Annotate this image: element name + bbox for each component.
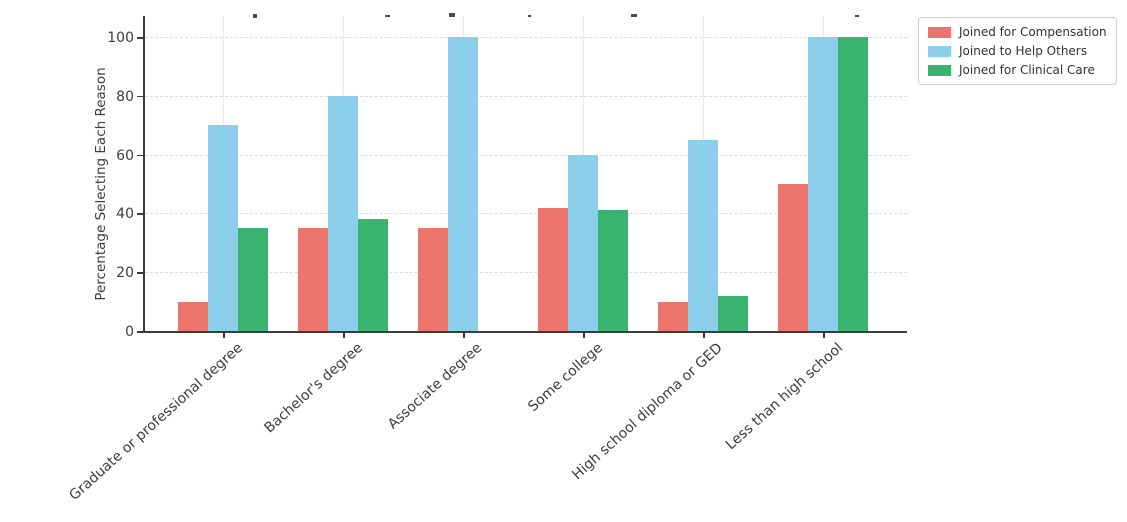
x-tick-label: Graduate or professional degree xyxy=(66,340,246,504)
x-tick-mark xyxy=(583,333,585,338)
h-gridline xyxy=(145,154,907,156)
x-tick-label: Some college xyxy=(524,340,606,415)
legend-swatch-help-others xyxy=(928,45,951,57)
bar-joined-for-clinical-care xyxy=(838,37,868,331)
clipped-title-fragment xyxy=(253,14,257,18)
bar-joined-for-compensation xyxy=(298,228,328,331)
x-tick-label: Associate degree xyxy=(385,340,486,433)
x-tick-mark xyxy=(223,333,225,338)
y-tick-mark xyxy=(137,95,143,98)
y-tick-mark xyxy=(137,272,143,274)
clipped-title-fragment xyxy=(385,15,390,17)
y-tick-label: 100 xyxy=(107,30,134,46)
y-tick-mark xyxy=(137,37,143,39)
legend-swatch-clinical-care xyxy=(928,64,951,76)
bar-joined-to-help-others xyxy=(808,37,838,331)
y-tick-label: 40 xyxy=(116,206,134,223)
legend-item-compensation: Joined for Compensation xyxy=(928,25,1107,39)
y-tick-label: 80 xyxy=(116,88,134,105)
clipped-title-fragment xyxy=(855,15,859,17)
bar-joined-for-clinical-care xyxy=(598,210,628,331)
y-tick-label: 20 xyxy=(116,265,134,282)
clipped-title-fragment xyxy=(631,14,637,17)
h-gridline xyxy=(145,95,907,97)
bar-joined-for-clinical-care xyxy=(358,219,388,331)
clipped-title-fragment xyxy=(449,13,455,17)
x-tick-mark xyxy=(343,333,345,338)
h-gridline xyxy=(145,37,907,38)
h-gridline xyxy=(145,213,907,215)
bar-joined-for-compensation xyxy=(658,301,688,331)
y-tick-label: 60 xyxy=(116,147,134,164)
bar-joined-for-compensation xyxy=(178,301,208,331)
legend-label: Joined for Clinical Care xyxy=(959,63,1095,77)
y-axis-label: Percentage Selecting Each Reason xyxy=(93,67,109,301)
x-axis-spine xyxy=(143,331,907,333)
y-tick-mark xyxy=(137,331,143,333)
x-tick-mark xyxy=(823,333,825,338)
bar-joined-for-compensation xyxy=(778,184,808,331)
y-axis-spine xyxy=(143,16,145,331)
bar-joined-to-help-others xyxy=(688,139,718,331)
x-tick-label: Bachelor's degree xyxy=(261,340,366,437)
bar-joined-for-clinical-care xyxy=(238,228,268,331)
legend-swatch-compensation xyxy=(928,26,951,38)
legend: Joined for Compensation Joined to Help O… xyxy=(918,17,1117,85)
legend-item-help-others: Joined to Help Others xyxy=(928,44,1107,58)
bar-joined-to-help-others xyxy=(448,37,478,331)
x-tick-mark xyxy=(703,333,705,338)
clipped-title-fragment xyxy=(528,15,531,17)
bar-joined-for-clinical-care xyxy=(718,295,748,331)
x-tick-label: Less than high school xyxy=(722,340,846,454)
legend-label: Joined for Compensation xyxy=(959,25,1107,39)
bar-joined-for-compensation xyxy=(418,228,448,331)
y-tick-mark xyxy=(137,154,143,157)
x-tick-mark xyxy=(463,333,465,338)
bar-joined-for-compensation xyxy=(538,207,568,331)
h-gridline xyxy=(145,272,907,274)
bar-joined-to-help-others xyxy=(328,95,358,331)
y-tick-mark xyxy=(137,213,143,215)
bar-joined-to-help-others xyxy=(208,125,238,331)
y-tick-label: 0 xyxy=(125,324,134,340)
legend-label: Joined to Help Others xyxy=(959,44,1087,58)
bar-joined-to-help-others xyxy=(568,154,598,331)
legend-item-clinical-care: Joined for Clinical Care xyxy=(928,63,1107,77)
